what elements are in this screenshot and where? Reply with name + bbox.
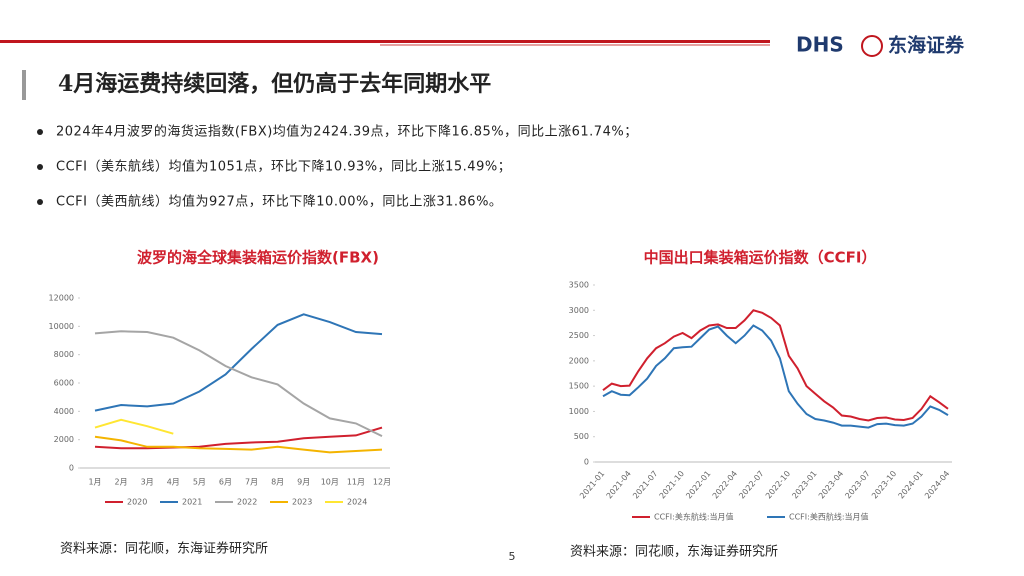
y-tick-label: 12000 [49,294,74,303]
x-tick-label: 12月 [373,478,391,487]
x-tick-label: 2023-01 [790,469,818,500]
logo-name: 东海证券 [888,34,965,57]
x-tick-label: 2022-10 [764,469,792,500]
x-tick-label: 8月 [271,478,284,487]
slide-title: 4月海运费持续回落，但仍高于去年同期水平 [58,71,491,97]
series-line [94,418,174,435]
y-tick-label: 4000 [54,407,74,416]
x-tick-label: 10月 [321,478,339,487]
legend-label: CCFI:美东航线:当月值 [654,512,734,522]
x-tick-label: 9月 [297,478,310,487]
x-tick-label: 2月 [115,478,128,487]
series-line [602,324,949,429]
y-tick-label: 2000 [54,435,74,444]
series-line [94,330,383,437]
bullet-text: 2024年4月波罗的海货运指数(FBX)均值为2424.39点，环比下降16.8… [56,124,638,140]
logo-icon [861,35,883,57]
page-number: 5 [509,550,516,563]
x-tick-label: 2023-10 [870,469,898,500]
legend-label: CCFI:美西航线:当月值 [789,512,869,522]
header-bar [0,40,770,43]
y-tick-label: 10000 [49,322,74,331]
x-tick-label: 1月 [88,478,101,487]
series-line [94,426,383,450]
source: 资料来源：同花顺，东海证券研究所 [570,544,778,560]
x-tick-label: 2023-04 [817,469,845,500]
x-tick-label: 2022-04 [711,469,739,500]
y-tick-label: 0 [69,464,74,473]
series-line [602,309,949,422]
y-tick-label: 1500 [569,382,589,391]
y-tick-label: 2500 [569,331,589,340]
bullet-text: CCFI（美东航线）均值为1051点，环比下降10.93%，同比上涨15.49%… [56,159,511,175]
legend-label: 2021 [182,498,202,507]
header-bar-thin [380,44,770,46]
x-tick-label: 2022-07 [737,469,765,500]
x-tick-label: 2021-07 [631,469,659,500]
title-marker [22,70,26,100]
series-line [94,313,383,412]
y-tick-label: 500 [574,432,589,441]
bullet-dot [37,129,43,135]
y-tick-label: 8000 [54,350,74,359]
legend-label: 2020 [127,498,147,507]
legend-label: 2022 [237,498,257,507]
legend-label: 2023 [292,498,312,507]
x-tick-label: 4月 [167,478,180,487]
x-tick-label: 7月 [245,478,258,487]
chart-title: 中国出口集装箱运价指数（CCFI） [644,249,877,267]
chart-title: 波罗的海全球集装箱运价指数(FBX) [137,249,379,267]
x-tick-label: 2021-04 [605,469,633,500]
bullet-dot [37,164,43,170]
y-tick-label: 3000 [569,306,589,315]
x-tick-label: 6月 [219,478,232,487]
series-line [94,435,383,454]
x-tick-label: 2021-01 [578,469,606,500]
y-tick-label: 0 [584,458,589,467]
source: 资料来源：同花顺，东海证券研究所 [60,541,268,557]
x-tick-label: 2024-01 [897,469,925,500]
y-tick-label: 3500 [569,281,589,290]
x-tick-label: 2024-04 [923,469,951,500]
x-tick-label: 11月 [347,478,365,487]
bullet-text: CCFI（美西航线）均值为927点，环比下降10.00%，同比上涨31.86%。 [56,194,502,210]
legend-label: 2024 [347,498,367,507]
bullet-dot [37,199,43,205]
logo-mark: DHS [796,33,844,57]
y-tick-label: 1000 [569,407,589,416]
y-tick-label: 2000 [569,356,589,365]
x-tick-label: 3月 [141,478,154,487]
y-tick-label: 6000 [54,379,74,388]
x-tick-label: 2023-07 [843,469,871,500]
x-tick-label: 5月 [193,478,206,487]
x-tick-label: 2022-01 [684,469,712,500]
x-tick-label: 2021-10 [658,469,686,500]
